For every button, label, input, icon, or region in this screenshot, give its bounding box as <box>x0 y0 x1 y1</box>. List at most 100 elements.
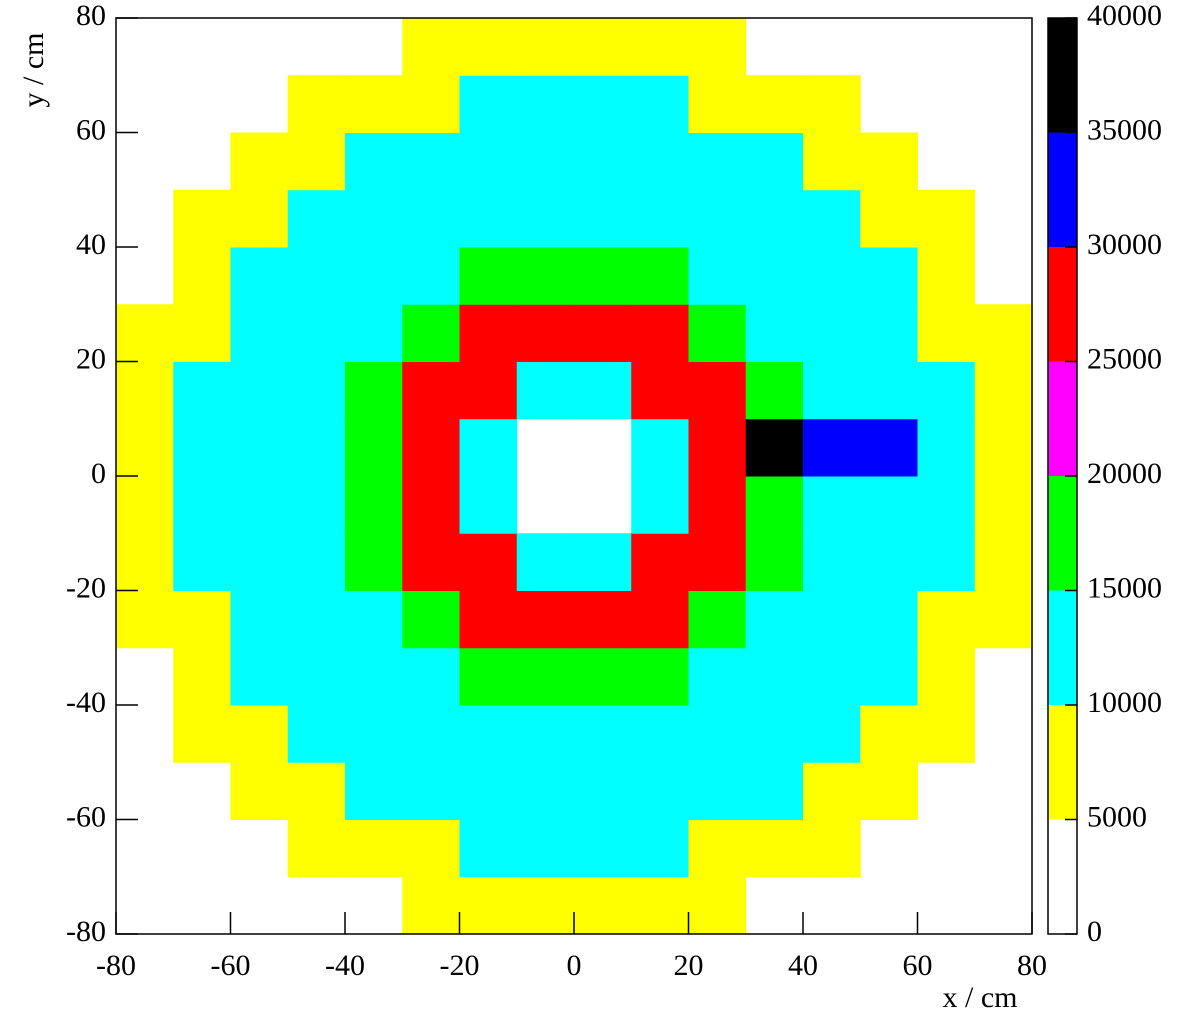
heatmap-cell <box>287 590 346 649</box>
heatmap-cell <box>860 418 918 477</box>
x-tick-label: -80 <box>96 949 136 982</box>
heatmap-cell <box>688 476 747 534</box>
heatmap-cell <box>688 876 747 935</box>
heatmap-cell <box>917 590 976 649</box>
heatmap-cell <box>860 361 918 420</box>
heatmap-cell <box>516 189 575 248</box>
heatmap-cell <box>974 418 1033 477</box>
x-tick-label: -20 <box>440 949 480 982</box>
colorbar-tick-label: 35000 <box>1087 113 1162 146</box>
heatmap-cell <box>402 361 460 420</box>
heatmap-cell <box>745 590 804 649</box>
heatmap-cell <box>402 476 460 534</box>
heatmap-cell <box>173 304 231 362</box>
heatmap-cell <box>860 647 918 706</box>
heatmap-cell <box>574 304 632 362</box>
heatmap-cell <box>230 705 289 763</box>
heatmap-cell <box>173 590 231 649</box>
heatmap-cell <box>459 304 518 362</box>
heatmap-cell <box>287 418 346 477</box>
heatmap-cell <box>459 705 518 763</box>
heatmap-cell <box>459 75 518 133</box>
heatmap-cell <box>230 132 289 191</box>
heatmap-cell <box>917 247 976 305</box>
heatmap-cell <box>745 705 804 763</box>
heatmap-cell <box>287 705 346 763</box>
x-tick-label: 60 <box>903 949 933 982</box>
heatmap-cell <box>974 590 1033 649</box>
heatmap-cell <box>345 533 403 591</box>
heatmap-cell <box>287 75 346 133</box>
heatmap-cell <box>745 647 804 706</box>
heatmap-cell <box>688 533 747 591</box>
heatmap-cell <box>574 75 632 133</box>
heatmap-cell <box>516 18 575 76</box>
y-tick-label: -40 <box>66 686 106 719</box>
heatmap-cell <box>173 647 231 706</box>
heatmap-cell <box>516 361 575 420</box>
heatmap-cell <box>688 189 747 248</box>
heatmap-cell <box>574 876 632 935</box>
heatmap-cell <box>745 75 804 133</box>
colorbar-swatch <box>1048 819 1077 934</box>
x-tick-label: 0 <box>567 949 582 982</box>
heatmap-cell <box>631 533 689 591</box>
y-axis-label: y / cm <box>17 33 50 108</box>
heatmap-cell <box>917 418 976 477</box>
heatmap-cell <box>402 189 460 248</box>
heatmap-cell <box>173 533 231 591</box>
heatmap-cell <box>917 705 976 763</box>
heatmap-cell <box>459 590 518 649</box>
heatmap-cell <box>345 361 403 420</box>
heatmap-cell <box>230 304 289 362</box>
heatmap-cell <box>516 762 575 820</box>
heatmap-cell <box>860 189 918 248</box>
colorbar-swatch <box>1048 132 1077 247</box>
heatmap-cell <box>516 132 575 191</box>
y-tick-label: -20 <box>66 571 106 604</box>
heatmap-cell <box>402 247 460 305</box>
heatmap-cell <box>173 189 231 248</box>
x-tick-label: 40 <box>788 949 818 982</box>
heatmap-cell <box>345 647 403 706</box>
x-tick-label: -40 <box>325 949 365 982</box>
colorbar-swatch <box>1048 18 1077 133</box>
heatmap-cell <box>917 533 976 591</box>
heatmap-cell <box>631 762 689 820</box>
heatmap-cell <box>459 361 518 420</box>
heatmap-cell <box>402 18 460 76</box>
colorbar-tick-label: 0 <box>1087 915 1102 948</box>
heatmap-cell <box>230 418 289 477</box>
heatmap-cell <box>803 75 861 133</box>
heatmap-cell <box>459 132 518 191</box>
colorbar-swatch <box>1048 705 1077 820</box>
x-tick-label: -60 <box>211 949 251 982</box>
heatmap-cell <box>173 705 231 763</box>
colorbar-swatch <box>1048 476 1077 591</box>
heatmap-cell <box>402 647 460 706</box>
heatmap-cell <box>116 476 174 534</box>
heatmap-cell <box>287 647 346 706</box>
heatmap-cell <box>173 247 231 305</box>
heatmap-cell <box>631 819 689 878</box>
heatmap-cell <box>516 876 575 935</box>
heatmap-cell <box>116 361 174 420</box>
heatmap-cell <box>803 247 861 305</box>
heatmap-cell <box>574 189 632 248</box>
heatmap-cell <box>860 304 918 362</box>
heatmap-cell <box>574 590 632 649</box>
heatmap-cell <box>688 75 747 133</box>
heatmap-cell <box>230 762 289 820</box>
colorbar-tick-label: 30000 <box>1087 228 1162 261</box>
x-tick-label: 80 <box>1017 949 1047 982</box>
heatmap-cell <box>516 247 575 305</box>
heatmap-cell <box>402 75 460 133</box>
heatmap-cell <box>631 18 689 76</box>
heatmap-cell <box>345 418 403 477</box>
heatmap-cell <box>574 247 632 305</box>
heatmap-cell <box>803 189 861 248</box>
heatmap-cell <box>287 533 346 591</box>
heatmap-cell <box>287 132 346 191</box>
heatmap-cell <box>803 705 861 763</box>
